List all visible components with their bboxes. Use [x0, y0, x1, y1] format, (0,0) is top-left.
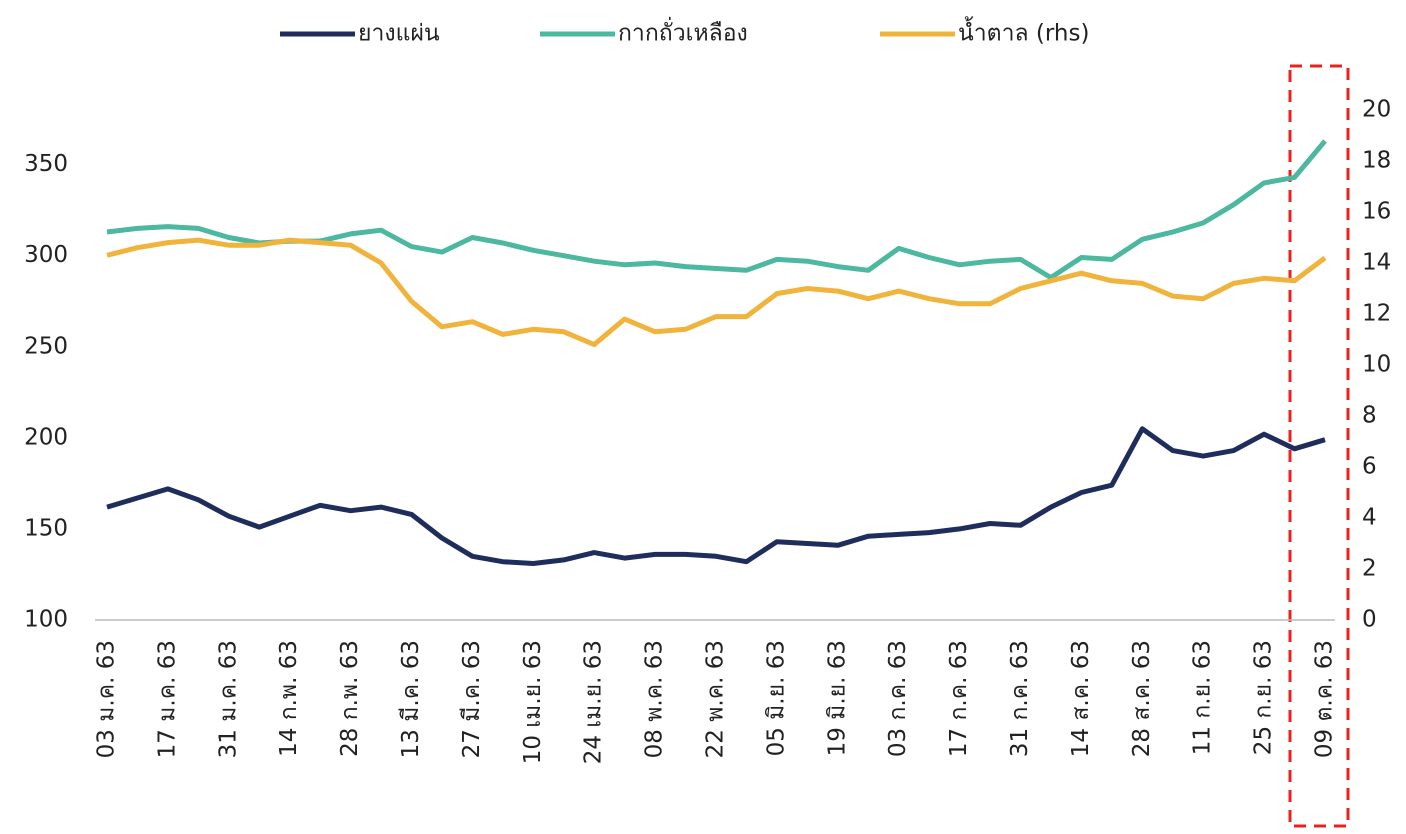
x-tick-label: 17 ก.ค. 63 — [946, 640, 972, 757]
x-tick-label: 09 ต.ค. 63 — [1312, 640, 1338, 758]
x-tick-label: 17 ม.ค. 63 — [154, 640, 180, 758]
line-series — [106, 139, 1327, 281]
y-tick-label: 300 — [24, 242, 68, 268]
line-series — [106, 237, 1327, 348]
x-tick-label: 03 ม.ค. 63 — [94, 640, 120, 758]
y2-tick-label: 8 — [1362, 403, 1377, 429]
y2-tick-label: 12 — [1362, 301, 1391, 327]
x-tick-label: 05 มิ.ย. 63 — [763, 640, 789, 756]
y-tick-label: 150 — [24, 515, 68, 541]
x-tick-label: 13 มี.ค. 63 — [398, 640, 424, 758]
x-tick-label: 28 ส.ค. 63 — [1129, 640, 1155, 757]
x-tick-label: 25 ก.ย. 63 — [1251, 640, 1277, 755]
y-tick-label: 200 — [24, 424, 68, 450]
x-tick-label: 14 ส.ค. 63 — [1068, 640, 1094, 757]
y2-tick-label: 16 — [1362, 199, 1391, 225]
x-tick-label: 10 เม.ย. 63 — [520, 640, 546, 764]
y2-tick-label: 6 — [1362, 454, 1377, 480]
legend-label: ยางแผ่น — [358, 21, 440, 47]
y2-tick-label: 0 — [1362, 607, 1377, 633]
x-tick-label: 03 ก.ค. 63 — [885, 640, 911, 757]
legend-label: น้ำตาล (rhs) — [958, 17, 1089, 47]
x-tick-label: 08 พ.ค. 63 — [642, 640, 668, 758]
y2-tick-label: 10 — [1362, 352, 1391, 378]
y2-tick-label: 14 — [1362, 250, 1391, 276]
y2-tick-label: 18 — [1362, 148, 1391, 174]
y-tick-label: 250 — [24, 333, 68, 359]
line-series — [106, 426, 1326, 566]
y2-tick-label: 20 — [1362, 97, 1391, 123]
x-tick-label: 31 ก.ค. 63 — [1007, 640, 1033, 757]
highlight-box — [1288, 64, 1350, 828]
x-tick-label: 27 มี.ค. 63 — [459, 640, 485, 758]
y2-tick-label: 4 — [1362, 505, 1377, 531]
x-tick-label: 28 ก.พ. 63 — [337, 640, 363, 757]
legend-label: กากถั่วเหลือง — [618, 17, 748, 47]
x-tick-label: 24 เม.ย. 63 — [581, 640, 607, 764]
x-tick-label: 22 พ.ค. 63 — [703, 640, 729, 758]
x-tick-label: 11 ก.ย. 63 — [1190, 640, 1216, 755]
x-tick-label: 19 มิ.ย. 63 — [824, 640, 850, 756]
y2-tick-label: 2 — [1362, 556, 1377, 582]
x-tick-label: 31 ม.ค. 63 — [215, 640, 241, 758]
y-tick-label: 100 — [24, 607, 68, 633]
x-tick-label: 14 ก.พ. 63 — [276, 640, 302, 757]
y-tick-label: 350 — [24, 151, 68, 177]
